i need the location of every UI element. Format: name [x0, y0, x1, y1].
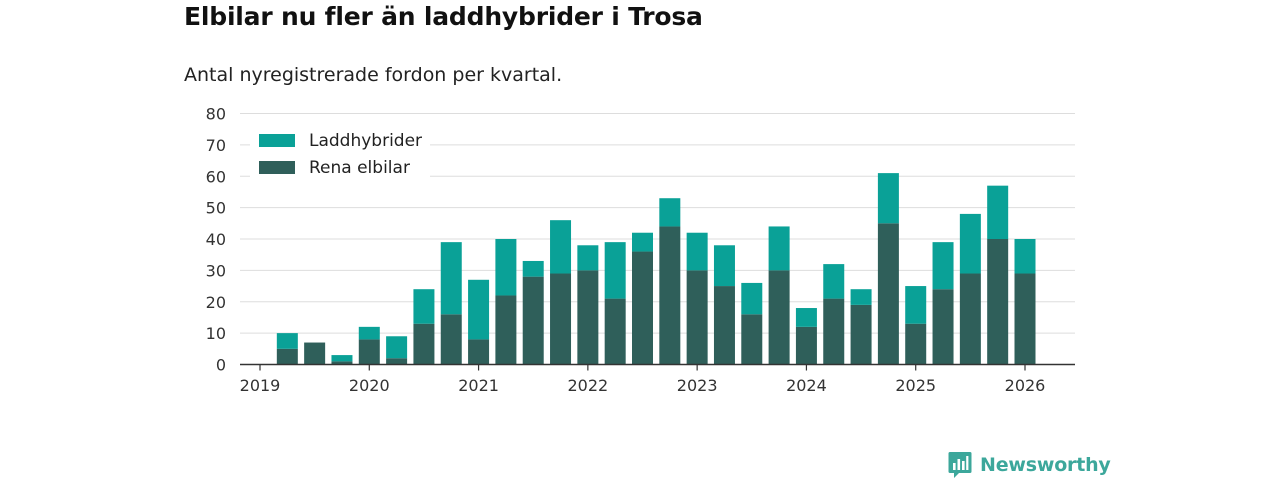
bar-laddhybrider — [959, 213, 981, 274]
x-tick-label: 2026 — [1005, 376, 1046, 395]
y-tick-label: 0 — [216, 356, 226, 375]
brand-logo[interactable]: Newsworthy — [948, 451, 1111, 479]
bar-rena-elbilar — [604, 298, 626, 365]
bar-laddhybrider — [550, 220, 572, 274]
bar-laddhybrider — [386, 336, 408, 359]
bar-rena-elbilar — [468, 339, 490, 365]
bar-laddhybrider — [522, 260, 544, 277]
bar-laddhybrider — [795, 308, 817, 327]
bar-laddhybrider — [468, 279, 490, 340]
bar-rena-elbilar — [577, 270, 599, 365]
legend-label: Laddhybrider — [309, 131, 422, 151]
bar-laddhybrider — [741, 282, 763, 315]
y-tick-label: 70 — [206, 136, 226, 155]
legend-label: Rena elbilar — [309, 158, 410, 178]
stacked-bar-chart: 0 10 20 30 40 50 60 70 80 2019 2020 2021 2022 2023 202… — [206, 105, 1075, 395]
x-tick-label: 2023 — [677, 376, 718, 395]
bar-rena-elbilar — [522, 276, 544, 365]
newsworthy-logo-icon — [948, 452, 972, 478]
bar-rena-elbilar — [550, 273, 572, 365]
bar-rena-elbilar — [877, 223, 899, 365]
bar-rena-elbilar — [987, 239, 1009, 365]
bar-rena-elbilar — [331, 361, 353, 365]
bar-rena-elbilar — [386, 358, 408, 365]
x-tick-label: 2019 — [240, 376, 281, 395]
axes: 0 10 20 30 40 50 60 70 80 2019 2020 2021 2022 2023 202… — [206, 105, 1075, 395]
x-tick-label: 2025 — [895, 376, 936, 395]
bar-laddhybrider — [686, 232, 708, 271]
bar-rena-elbilar — [850, 304, 872, 365]
y-tick-label: 10 — [206, 324, 226, 343]
bar-laddhybrider — [823, 264, 845, 299]
x-tick-label: 2021 — [458, 376, 499, 395]
bar-rena-elbilar — [304, 342, 326, 365]
bar-laddhybrider — [632, 232, 653, 252]
bar-rena-elbilar — [741, 314, 763, 365]
bar-laddhybrider — [358, 326, 380, 340]
bar-laddhybrider — [877, 173, 899, 224]
bar-laddhybrider — [932, 242, 954, 290]
y-tick-label: 50 — [206, 199, 226, 218]
bar-rena-elbilar — [959, 273, 981, 365]
y-tick-label: 80 — [206, 105, 226, 124]
bar-rena-elbilar — [495, 295, 517, 365]
y-tick-label: 30 — [206, 261, 226, 280]
bar-laddhybrider — [905, 286, 927, 324]
bar-laddhybrider — [495, 239, 517, 296]
bar-laddhybrider — [440, 242, 462, 315]
bar-laddhybrider — [276, 333, 298, 349]
x-tick-label: 2024 — [786, 376, 827, 395]
bar-rena-elbilar — [823, 298, 845, 365]
bar-rena-elbilar — [768, 270, 790, 365]
bar-laddhybrider — [331, 355, 353, 362]
bar-rena-elbilar — [713, 286, 735, 365]
bar-rena-elbilar — [686, 270, 708, 365]
bar-laddhybrider — [413, 289, 435, 324]
bar-laddhybrider — [577, 245, 599, 271]
y-tick-label: 60 — [206, 167, 226, 186]
bar-rena-elbilar — [795, 326, 817, 365]
brand-name: Newsworthy — [980, 454, 1111, 476]
bar-rena-elbilar — [440, 314, 462, 365]
x-tick-label: 2022 — [567, 376, 608, 395]
bar-laddhybrider — [659, 198, 681, 227]
bar-rena-elbilar — [276, 348, 298, 365]
bar-laddhybrider — [1014, 239, 1036, 274]
legend-swatch — [259, 134, 295, 147]
bar-laddhybrider — [987, 185, 1009, 239]
bar-laddhybrider — [768, 226, 790, 271]
y-tick-label: 40 — [206, 230, 226, 249]
legend-swatch — [259, 161, 295, 174]
bar-rena-elbilar — [932, 289, 954, 365]
chart-subtitle: Antal nyregistrerade fordon per kvartal. — [184, 64, 563, 86]
x-tick-label: 2020 — [349, 376, 390, 395]
bar-rena-elbilar — [358, 339, 380, 365]
legend: Laddhybrider Rena elbilar — [250, 125, 430, 178]
bar-rena-elbilar — [905, 323, 927, 365]
chart-title: Elbilar nu fler än laddhybrider i Trosa — [184, 2, 703, 31]
bar-rena-elbilar — [1014, 273, 1036, 365]
bar-laddhybrider — [713, 245, 735, 287]
bar-rena-elbilar — [413, 323, 435, 365]
bars — [276, 173, 1036, 365]
bar-laddhybrider — [850, 289, 872, 305]
y-tick-label: 20 — [206, 293, 226, 312]
bar-rena-elbilar — [659, 226, 681, 365]
bar-laddhybrider — [604, 242, 626, 299]
bar-rena-elbilar — [632, 251, 653, 365]
